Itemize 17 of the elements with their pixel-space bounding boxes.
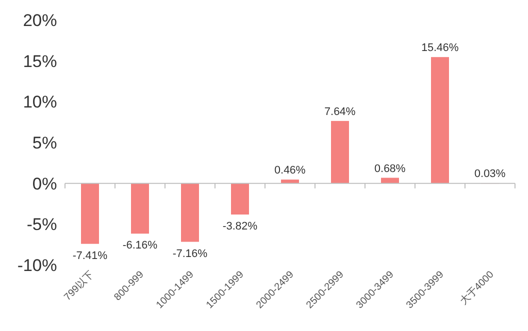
data-label: 7.64% bbox=[324, 106, 356, 118]
data-label: -7.41% bbox=[72, 250, 108, 262]
y-tick-label: 10% bbox=[22, 92, 57, 112]
data-label: 0.68% bbox=[374, 162, 406, 175]
y-tick-label: 20% bbox=[22, 11, 57, 30]
data-label: -7.16% bbox=[172, 248, 208, 260]
y-tick-label: -10% bbox=[17, 256, 57, 275]
data-label: 0.03% bbox=[474, 168, 506, 180]
x-tick-label: 799以下 bbox=[62, 268, 96, 304]
y-tick-label: 5% bbox=[32, 134, 57, 152]
y-tick-label: 0% bbox=[32, 174, 57, 194]
data-label: -6.16% bbox=[122, 240, 158, 252]
y-tick-label: -5% bbox=[26, 215, 57, 234]
data-label: -3.82% bbox=[222, 220, 258, 233]
data-label: 0.46% bbox=[274, 164, 306, 177]
y-tick-label: 15% bbox=[22, 52, 57, 71]
data-label: 15.46% bbox=[421, 42, 459, 54]
